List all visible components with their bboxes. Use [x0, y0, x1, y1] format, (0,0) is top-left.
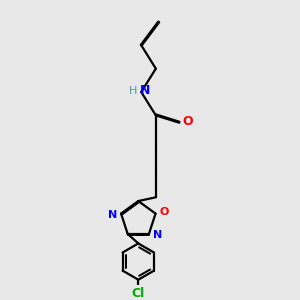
Text: O: O — [182, 115, 193, 128]
Text: N: N — [108, 210, 117, 220]
Text: Cl: Cl — [132, 287, 145, 300]
Text: N: N — [140, 84, 150, 97]
Text: H: H — [129, 85, 137, 96]
Text: N: N — [152, 230, 162, 240]
Text: O: O — [159, 207, 168, 217]
